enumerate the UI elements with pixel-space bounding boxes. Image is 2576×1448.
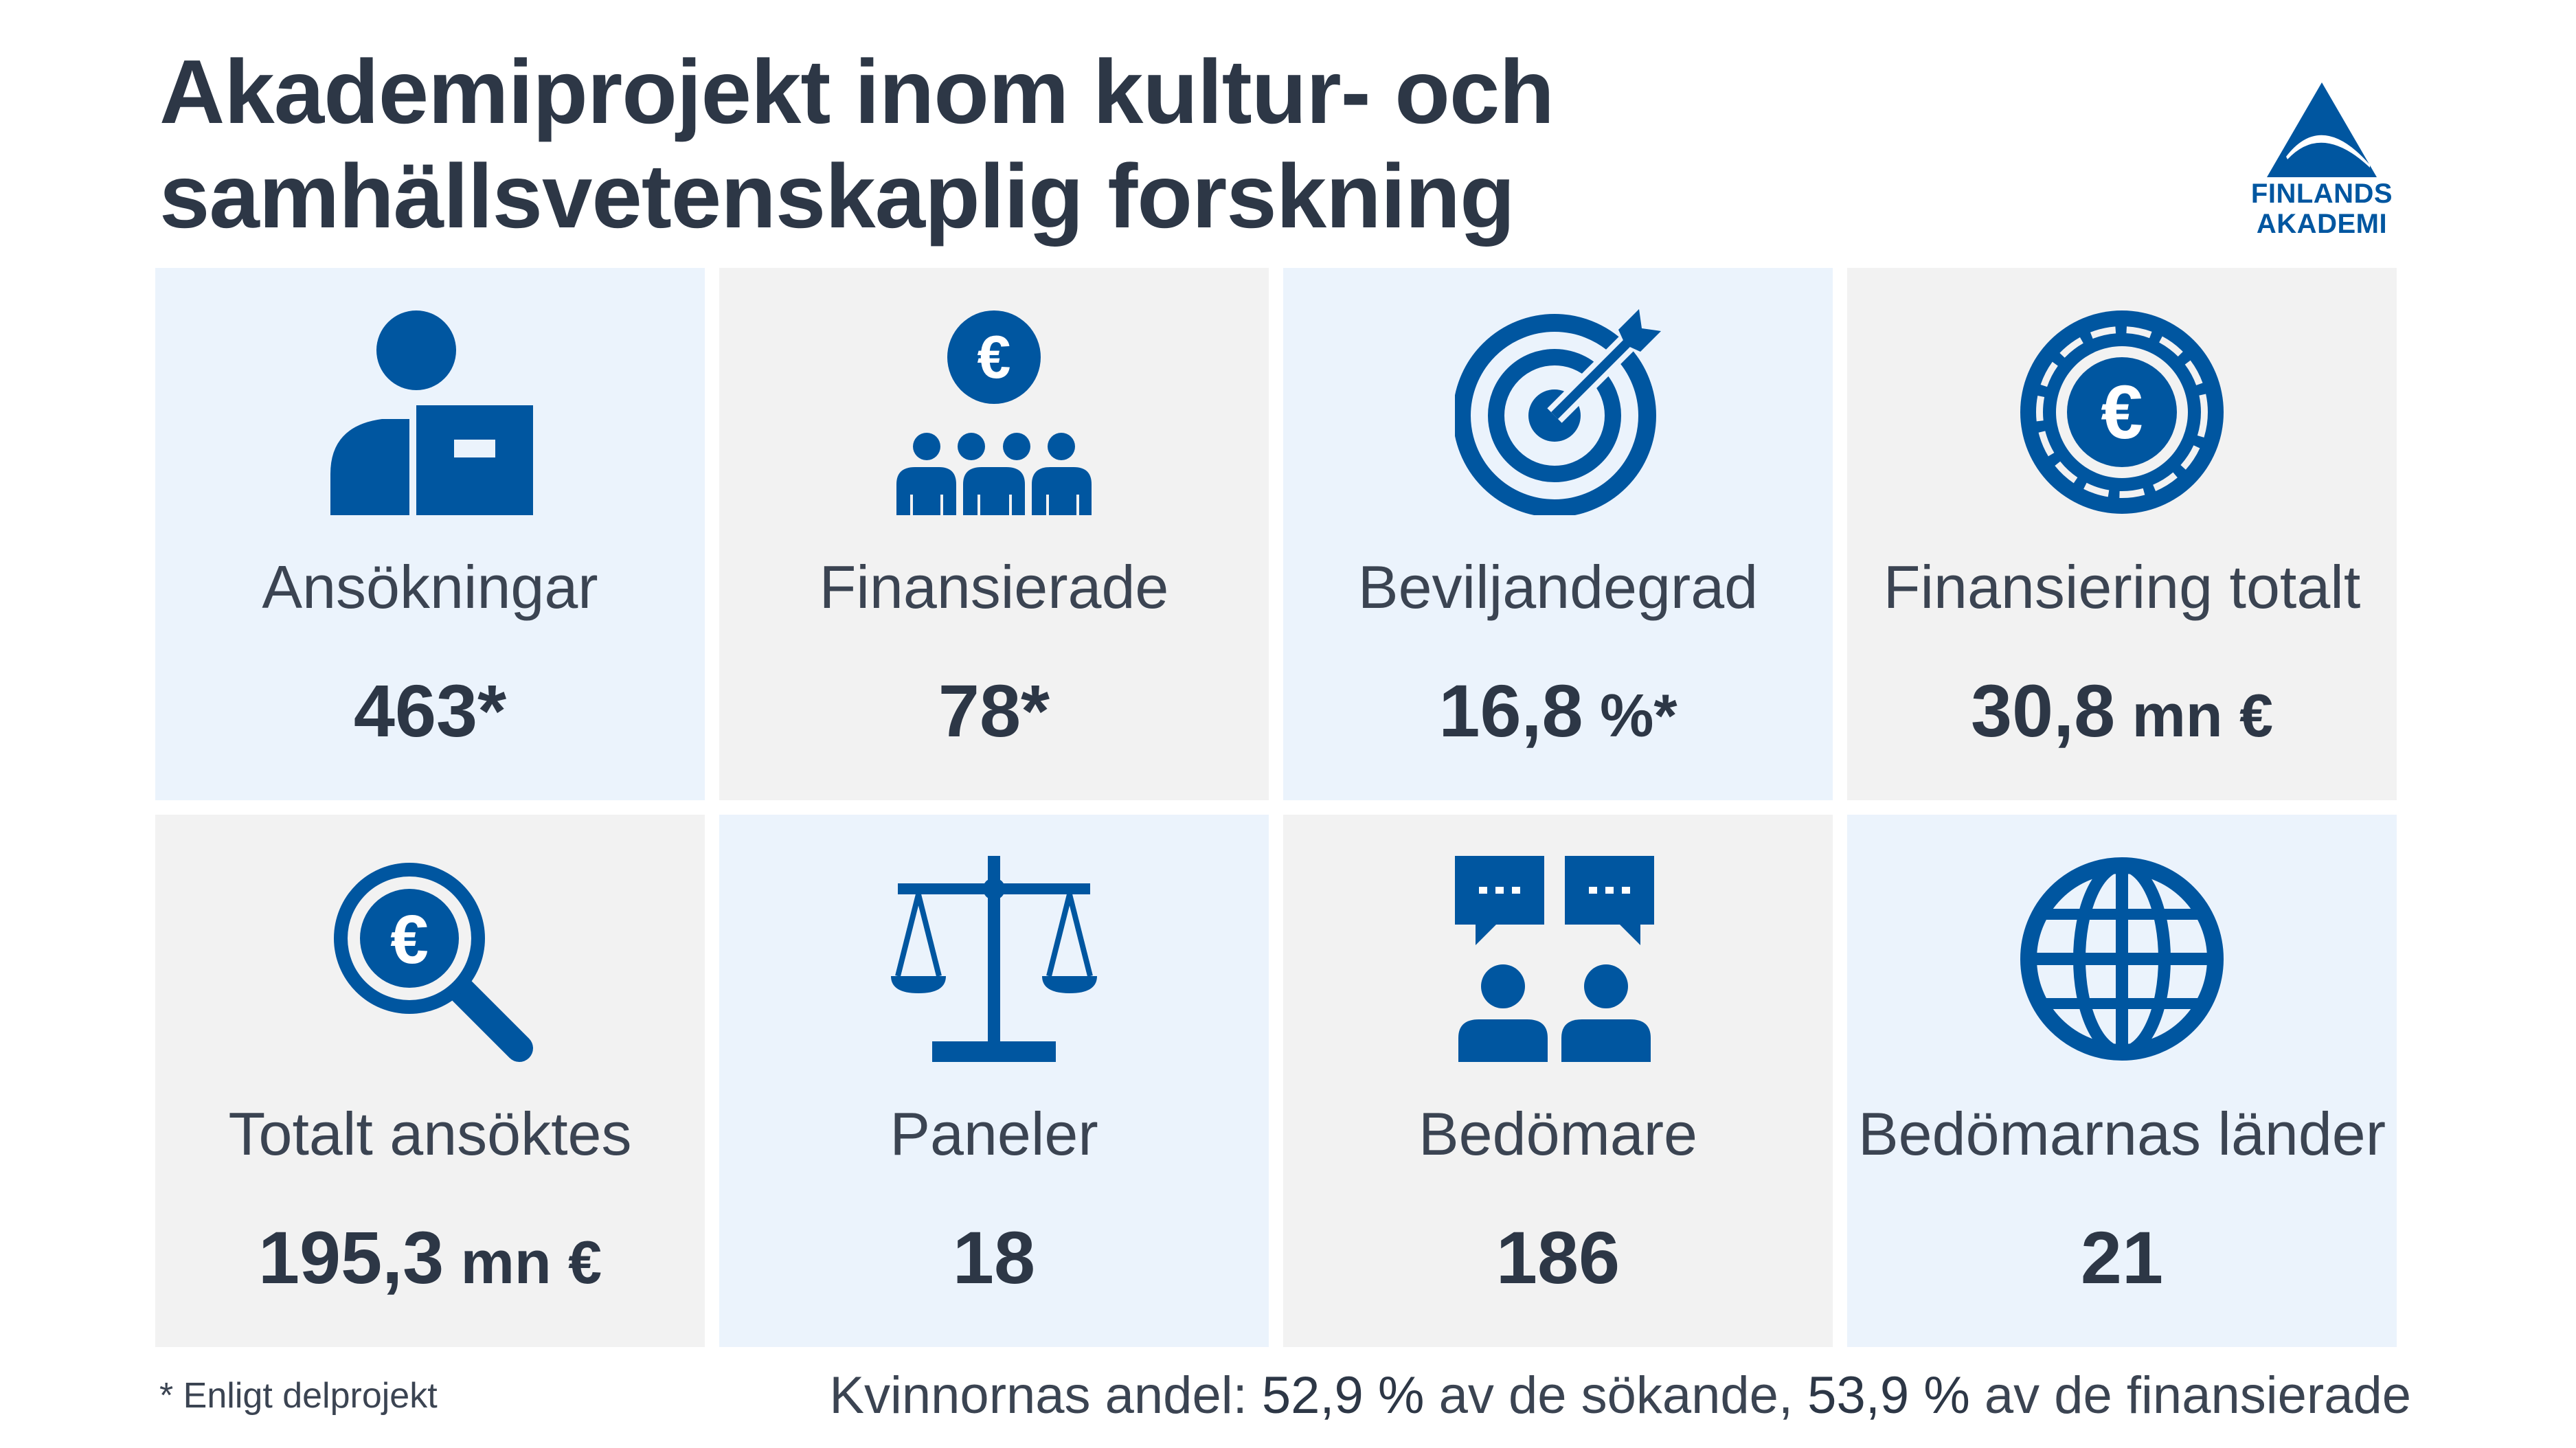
target-icon	[1455, 309, 1661, 515]
tile-total-funding: € Finansiering totalt 30,8 mn €	[1847, 268, 2397, 800]
euro-coin-icon: €	[2019, 309, 2225, 515]
page-title: Akademiprojekt inom kultur- och samhälls…	[159, 40, 2014, 249]
women-share-prefix: Kvinnornas andel:	[829, 1366, 1262, 1425]
globe-icon	[2019, 856, 2225, 1062]
tile-reviewer-countries: Bedömarnas länder 21	[1847, 815, 2397, 1347]
svg-text:€: €	[978, 323, 1011, 391]
tile-value: 16,8 %*	[1438, 669, 1677, 752]
tile-applications: Ansökningar 463*	[155, 268, 705, 800]
tile-value: 21	[2080, 1216, 2164, 1299]
euro-search-icon: €	[327, 856, 533, 1062]
women-share-funded-text: av de finansierade	[1969, 1366, 2411, 1425]
title-line-2: samhällsvetenskaplig forskning	[159, 146, 1515, 247]
tile-label: Bedömare	[1418, 1100, 1697, 1168]
tile-value: 463*	[353, 669, 507, 752]
tile-label: Finansierade	[819, 553, 1169, 621]
tile-panels: Paneler 18	[719, 815, 1269, 1347]
tile-label: Bedömarnas länder	[1857, 1100, 2386, 1168]
reviewers-chat-icon	[1455, 856, 1661, 1062]
logo-line-2: AKADEMI	[2256, 209, 2388, 239]
svg-text:€: €	[2101, 370, 2143, 455]
women-share-applicants-value: 52,9 %	[1261, 1366, 1425, 1425]
tile-value: 30,8 mn €	[1970, 669, 2274, 752]
finlands-akademi-logo: FINLANDS AKADEMI	[2226, 82, 2418, 240]
footnote: * Enligt delprojekt	[159, 1376, 438, 1416]
applicant-icon	[327, 309, 533, 515]
women-share-line: Kvinnornas andel: 52,9 % av de sökande, …	[829, 1367, 2411, 1425]
tile-grant-rate: Beviljandegrad 16,8 %*	[1283, 268, 1833, 800]
tile-value: 78*	[938, 669, 1050, 752]
tile-value: 195,3 mn €	[258, 1216, 602, 1299]
tile-value: 186	[1495, 1216, 1620, 1299]
svg-text:€: €	[390, 901, 429, 978]
title-line-1: Akademiprojekt inom kultur- och	[159, 41, 1555, 142]
logo-line-1: FINLANDS	[2250, 179, 2393, 209]
funded-group-icon: €	[891, 309, 1097, 515]
tile-label: Finansiering totalt	[1883, 553, 2361, 621]
tile-label: Ansökningar	[262, 553, 598, 621]
tile-label: Totalt ansöktes	[228, 1100, 632, 1168]
tile-funded: € Finansierade 78*	[719, 268, 1269, 800]
tile-total-applied: € Totalt ansöktes 195,3 mn €	[155, 815, 705, 1347]
scales-icon	[891, 856, 1097, 1062]
tile-reviewers: Bedömare 186	[1283, 815, 1833, 1347]
logo-triangle-icon	[2267, 82, 2377, 177]
tile-label: Beviljandegrad	[1357, 553, 1759, 621]
tile-label: Paneler	[890, 1100, 1098, 1168]
tile-value: 18	[952, 1216, 1036, 1299]
women-share-applicants-text: av de sökande,	[1424, 1366, 1808, 1425]
women-share-funded-value: 53,9 %	[1807, 1366, 1970, 1425]
